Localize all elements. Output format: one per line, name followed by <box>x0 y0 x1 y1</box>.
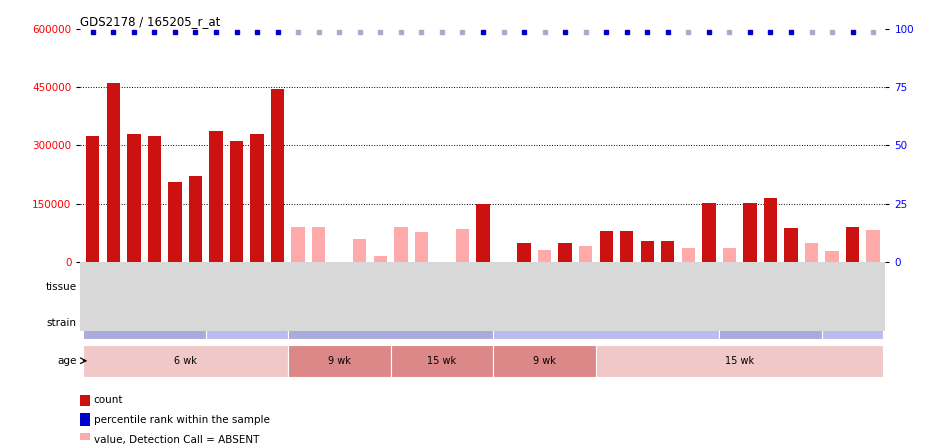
Bar <box>596 345 884 377</box>
Bar <box>719 307 822 339</box>
Bar <box>82 345 288 377</box>
Text: submandibular gland: submandibular gland <box>452 282 556 293</box>
Text: C57BL6 scid: C57BL6 scid <box>361 318 420 328</box>
Bar <box>288 307 493 339</box>
Bar <box>822 307 884 339</box>
Bar <box>80 413 90 426</box>
Text: tissue: tissue <box>45 282 77 293</box>
Text: lacrimal gland: lacrimal gland <box>766 282 836 293</box>
Text: age: age <box>57 356 77 366</box>
Bar <box>476 204 490 262</box>
Bar <box>390 345 493 377</box>
Bar <box>353 239 366 262</box>
Bar <box>723 248 736 262</box>
Text: NOD scid: NOD scid <box>583 318 629 328</box>
Bar <box>82 271 288 304</box>
Bar <box>805 242 818 262</box>
Text: C57BL6 scid: C57BL6 scid <box>114 318 174 328</box>
Bar <box>288 271 719 304</box>
Bar <box>538 250 551 262</box>
Bar <box>271 89 284 262</box>
Text: 9 wk: 9 wk <box>533 356 556 366</box>
Bar <box>205 307 288 339</box>
Bar <box>702 202 716 262</box>
Text: GDS2178 / 165205_r_at: GDS2178 / 165205_r_at <box>80 15 221 28</box>
Bar <box>288 345 390 377</box>
Bar <box>661 242 674 262</box>
Bar <box>169 182 182 262</box>
Bar <box>148 136 161 262</box>
Bar <box>620 231 634 262</box>
Bar <box>394 227 407 262</box>
Bar <box>599 231 613 262</box>
Bar <box>80 433 90 444</box>
Text: count: count <box>94 395 123 404</box>
Bar <box>80 393 90 406</box>
Bar <box>188 176 202 262</box>
Bar <box>86 136 99 262</box>
Bar <box>456 229 469 262</box>
Bar <box>826 251 839 262</box>
Bar <box>846 227 859 262</box>
Bar <box>784 228 797 262</box>
Text: NOD scid: NOD scid <box>224 318 269 328</box>
Text: value, Detection Call = ABSENT: value, Detection Call = ABSENT <box>94 435 259 444</box>
Text: 15 wk: 15 wk <box>427 356 456 366</box>
Bar <box>374 256 387 262</box>
Text: 9 wk: 9 wk <box>328 356 350 366</box>
Text: percentile rank within the sample: percentile rank within the sample <box>94 415 269 424</box>
Bar <box>579 246 592 262</box>
Bar <box>250 134 264 262</box>
Bar <box>415 232 428 262</box>
Bar <box>517 243 530 262</box>
Bar <box>764 198 777 262</box>
Text: NOD scid: NOD scid <box>830 318 875 328</box>
Text: strain: strain <box>46 318 77 328</box>
Bar <box>209 131 223 262</box>
Bar <box>559 242 572 262</box>
Text: pancreas: pancreas <box>163 282 207 293</box>
Bar <box>230 141 243 262</box>
Bar <box>719 271 884 304</box>
Bar <box>743 202 757 262</box>
Bar <box>493 345 596 377</box>
Text: 6 wk: 6 wk <box>174 356 197 366</box>
Text: 15 wk: 15 wk <box>725 356 754 366</box>
Text: C57BL6 scid: C57BL6 scid <box>741 318 800 328</box>
Bar <box>312 227 326 262</box>
Bar <box>867 230 880 262</box>
Bar <box>127 134 140 262</box>
Bar <box>493 307 719 339</box>
Bar <box>82 307 205 339</box>
Bar <box>292 227 305 262</box>
Bar <box>640 242 654 262</box>
Bar <box>682 248 695 262</box>
Bar <box>107 83 120 262</box>
